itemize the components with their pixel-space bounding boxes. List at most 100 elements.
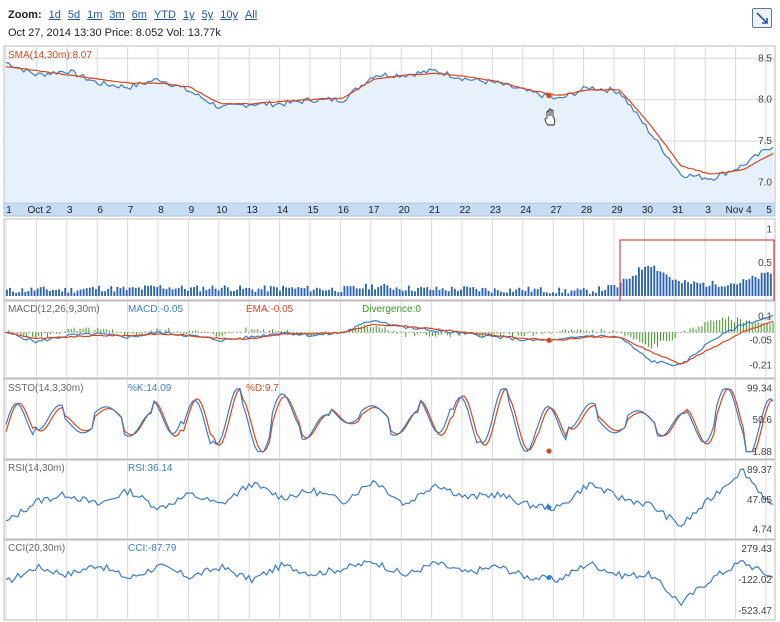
rsi-readout: RSI:36.14 [128, 463, 173, 474]
volume-bar [177, 287, 180, 296]
volume-bar [101, 291, 103, 296]
date-tick: 13 [247, 205, 259, 216]
volume-bar [233, 291, 235, 296]
volume-bar [140, 289, 143, 296]
volume-bar [325, 290, 327, 296]
volume-bar [576, 288, 579, 296]
zoom-option-1d[interactable]: 1d [48, 9, 61, 21]
volume-bar [407, 285, 410, 296]
macd-ytick: -0.05 [749, 335, 772, 346]
volume-bar [217, 290, 220, 296]
volume-bar [70, 287, 73, 296]
volume-bar [622, 278, 625, 296]
zoom-option-all[interactable]: All [244, 9, 258, 21]
zoom-option-1y[interactable]: 1y [182, 9, 195, 21]
volume-bar [153, 286, 156, 296]
volume-bar [322, 290, 324, 296]
cci-line [5, 560, 774, 607]
volume-bar [432, 289, 435, 296]
volume-bar [395, 287, 398, 296]
sma-line [5, 66, 774, 175]
rsi-ytick: 47.05 [747, 495, 772, 506]
price-ytick: 8.0 [758, 95, 772, 106]
date-tick: 17 [368, 205, 380, 216]
volume-bar [598, 286, 600, 296]
volume-bar [340, 291, 343, 296]
volume-bar [711, 280, 714, 296]
rsi-marker [546, 505, 552, 511]
quote-readout: Oct 27, 2014 13:30 Price: 8.052 Vol: 13.… [8, 27, 221, 39]
volume-bar [223, 285, 226, 296]
volume-bar [150, 285, 153, 296]
volume-bar [374, 289, 377, 296]
date-tick: 16 [338, 205, 350, 216]
expand-button[interactable] [752, 8, 772, 28]
cci-ytick: 279.43 [741, 544, 772, 555]
volume-bar [659, 271, 662, 296]
zoom-option-1m[interactable]: 1m [87, 9, 103, 21]
cci-panel-frame [3, 539, 776, 621]
volume-bar [193, 287, 195, 296]
volume-bar [248, 288, 251, 296]
volume-bar [671, 279, 674, 296]
volume-bar [134, 288, 137, 296]
volume-bar [542, 292, 545, 296]
date-tick: 7 [128, 205, 134, 216]
volume-bar [607, 285, 610, 296]
volume-bar [226, 287, 229, 296]
volume-bar [15, 292, 18, 296]
zoom-option-3m[interactable]: 3m [109, 9, 125, 21]
date-tick: 24 [520, 205, 532, 216]
date-tick: 3 [67, 205, 73, 216]
cci-panel-title: CCI(20,30m) [8, 543, 65, 554]
volume-bar [601, 290, 604, 296]
volume-bar [665, 274, 668, 296]
zoom-option-6m[interactable]: 6m [131, 9, 147, 21]
volume-bar [579, 289, 582, 296]
volume-bar [647, 266, 650, 296]
volume-bar [708, 285, 711, 296]
date-tick: 30 [642, 205, 654, 216]
volume-bar [404, 290, 407, 296]
volume-bar [125, 290, 128, 296]
volume-bar [116, 286, 119, 296]
volume-bar [119, 288, 122, 296]
volume-panel-frame [3, 218, 776, 301]
volume-bar [30, 287, 33, 296]
volume-bar [282, 285, 284, 296]
zoom-option-10y[interactable]: 10y [220, 9, 238, 21]
volume-bar [337, 292, 340, 296]
volume-bar [650, 267, 653, 296]
volume-bar [55, 290, 57, 296]
volume-bar [251, 289, 254, 296]
volume-bar [429, 289, 432, 296]
volume-bar [263, 285, 266, 296]
volume-bar [294, 288, 297, 296]
volume-bar [757, 278, 760, 296]
volume-bar [552, 292, 554, 296]
volume-bar [585, 289, 588, 296]
volume-bar [766, 272, 769, 296]
volume-bar [628, 278, 631, 296]
volume-bar [582, 288, 585, 296]
volume-bar [257, 288, 260, 296]
date-tick: Oct 2 [27, 205, 51, 216]
volume-bar [438, 290, 441, 296]
zoom-option-5d[interactable]: 5d [67, 9, 81, 21]
volume-bar [39, 287, 42, 296]
macd-marker [546, 337, 552, 343]
date-tick: 20 [399, 205, 411, 216]
volume-bar [291, 287, 294, 296]
volume-bar [392, 289, 395, 296]
zoom-option-5y[interactable]: 5y [201, 9, 214, 21]
volume-bar [383, 283, 386, 296]
volume-bar [662, 272, 665, 296]
volume-bar [687, 282, 689, 296]
volume-bar [242, 288, 245, 296]
zoom-option-ytd[interactable]: YTD [153, 9, 176, 21]
date-tick: Nov 4 [726, 205, 753, 216]
volume-bar [641, 269, 643, 296]
rsi-panel-frame [3, 459, 776, 540]
volume-bar [190, 287, 192, 296]
